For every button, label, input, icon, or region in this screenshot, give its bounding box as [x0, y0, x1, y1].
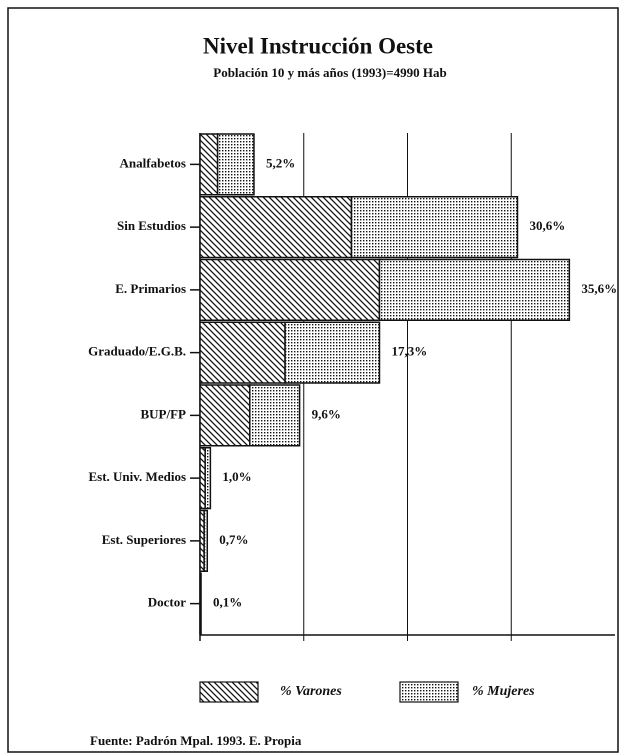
y-tick-label: Analfabetos — [120, 155, 186, 170]
bar-segment — [199, 196, 353, 259]
data-label: 5,2% — [266, 155, 295, 170]
y-tick-label: Est. Univ. Medios — [88, 469, 186, 484]
data-label: 0,7% — [219, 532, 248, 547]
bar-segment — [199, 133, 219, 196]
y-tick-label: BUP/FP — [141, 406, 187, 421]
frame — [7, 7, 619, 753]
bar-segment — [284, 321, 381, 384]
bar-segment — [199, 258, 381, 321]
y-tick-label: Graduado/E.G.B. — [88, 344, 186, 359]
legend-swatch — [399, 681, 459, 703]
source-note: Fuente: Padrón Mpal. 1993. E. Propia — [90, 733, 302, 748]
bar-segment — [378, 258, 571, 321]
bar-segment — [249, 384, 301, 447]
data-label: 35,6% — [581, 281, 617, 296]
bar-segment — [203, 509, 209, 572]
data-label: 1,0% — [222, 469, 251, 484]
bar-segment — [350, 196, 519, 259]
bar-segment — [199, 447, 206, 510]
chart-subtitle: Población 10 y más años (1993)=4990 Hab — [213, 65, 446, 80]
bar-segment — [199, 572, 202, 635]
legend-label: % Mujeres — [472, 684, 535, 699]
data-label: 17,3% — [391, 344, 427, 359]
bar-segment — [204, 447, 212, 510]
y-tick-label: E. Primarios — [115, 281, 186, 296]
chart-title: Nivel Instrucción Oeste — [203, 33, 433, 58]
bar-segment — [199, 321, 286, 384]
legend-label: % Varones — [280, 684, 342, 699]
data-label: 0,1% — [213, 595, 242, 610]
bar-segment — [199, 384, 251, 447]
y-tick-label: Est. Superiores — [102, 532, 186, 547]
data-label: 9,6% — [312, 406, 341, 421]
legend-swatch — [199, 681, 259, 703]
y-tick-label: Doctor — [148, 595, 186, 610]
data-label: 30,6% — [529, 218, 565, 233]
bar-segment — [216, 133, 255, 196]
y-tick-label: Sin Estudios — [117, 218, 186, 233]
